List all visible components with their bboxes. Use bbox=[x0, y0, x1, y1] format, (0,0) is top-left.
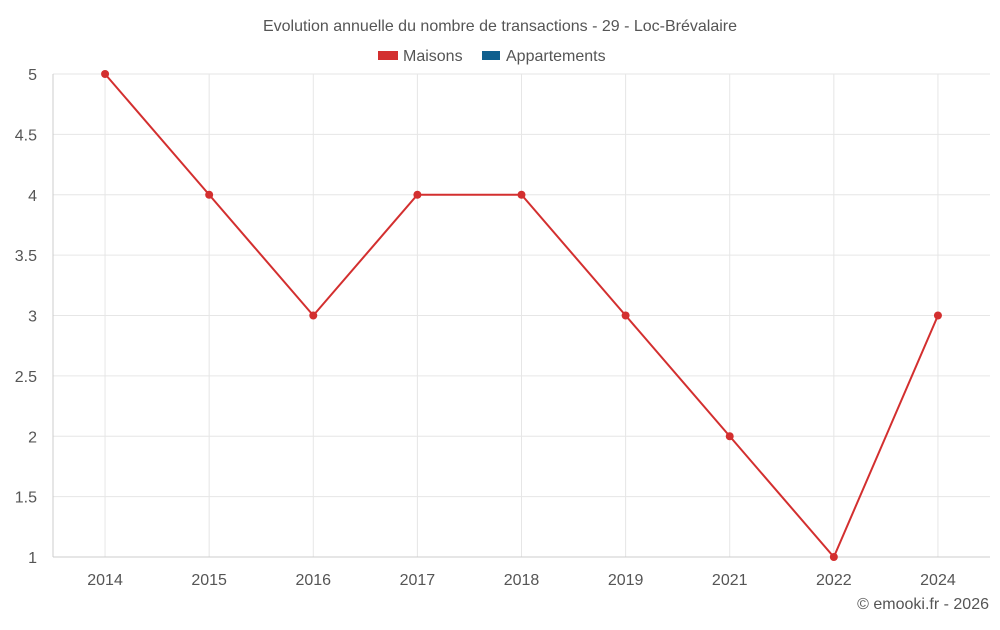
y-tick-label: 2.5 bbox=[15, 369, 37, 386]
x-tick-label: 2019 bbox=[608, 572, 644, 589]
y-tick-label: 3 bbox=[28, 309, 37, 326]
x-tick-label: 2017 bbox=[400, 572, 436, 589]
grid bbox=[52, 73, 990, 558]
legend-item-maisons[interactable]: Maisons bbox=[378, 48, 463, 65]
data-point[interactable] bbox=[621, 311, 630, 320]
x-tick-label: 2018 bbox=[504, 572, 540, 589]
credit-text: © emooki.fr - 2026 bbox=[857, 596, 989, 613]
y-tick-label: 2 bbox=[28, 429, 37, 446]
x-axis-ticks: 2014 2015 2016 2017 2018 2019 2021 2022 2024 bbox=[87, 572, 956, 589]
data-point[interactable] bbox=[309, 311, 318, 320]
data-point[interactable] bbox=[205, 190, 214, 199]
data-point[interactable] bbox=[725, 432, 734, 441]
legend-swatch-appartements bbox=[482, 51, 500, 60]
y-tick-label: 1.5 bbox=[15, 490, 37, 507]
x-tick-label: 2021 bbox=[712, 572, 748, 589]
x-tick-label: 2022 bbox=[816, 572, 852, 589]
x-tick-label: 2014 bbox=[87, 572, 123, 589]
x-tick-label: 2024 bbox=[920, 572, 956, 589]
y-tick-label: 5 bbox=[28, 67, 37, 84]
x-tick-label: 2016 bbox=[295, 572, 331, 589]
y-tick-label: 4.5 bbox=[15, 127, 37, 144]
data-point[interactable] bbox=[933, 311, 942, 320]
y-tick-label: 3.5 bbox=[15, 248, 37, 265]
legend-item-appartements[interactable]: Appartements bbox=[482, 48, 606, 65]
y-tick-label: 1 bbox=[28, 550, 37, 567]
legend-label-appartements: Appartements bbox=[506, 48, 606, 65]
data-point[interactable] bbox=[517, 190, 526, 199]
data-point[interactable] bbox=[829, 553, 838, 561]
data-point[interactable] bbox=[101, 70, 110, 78]
legend-swatch-maisons bbox=[378, 51, 398, 60]
y-axis-ticks: 1 1.5 2 2.5 3 3.5 4 4.5 5 bbox=[15, 67, 37, 567]
series-maisons bbox=[101, 70, 942, 561]
legend-label-maisons: Maisons bbox=[403, 48, 463, 65]
y-tick-label: 4 bbox=[28, 188, 37, 205]
data-point[interactable] bbox=[413, 190, 422, 199]
legend: Maisons Appartements bbox=[378, 48, 606, 65]
chart-title: Evolution annuelle du nombre de transact… bbox=[263, 18, 737, 35]
x-tick-label: 2015 bbox=[191, 572, 227, 589]
